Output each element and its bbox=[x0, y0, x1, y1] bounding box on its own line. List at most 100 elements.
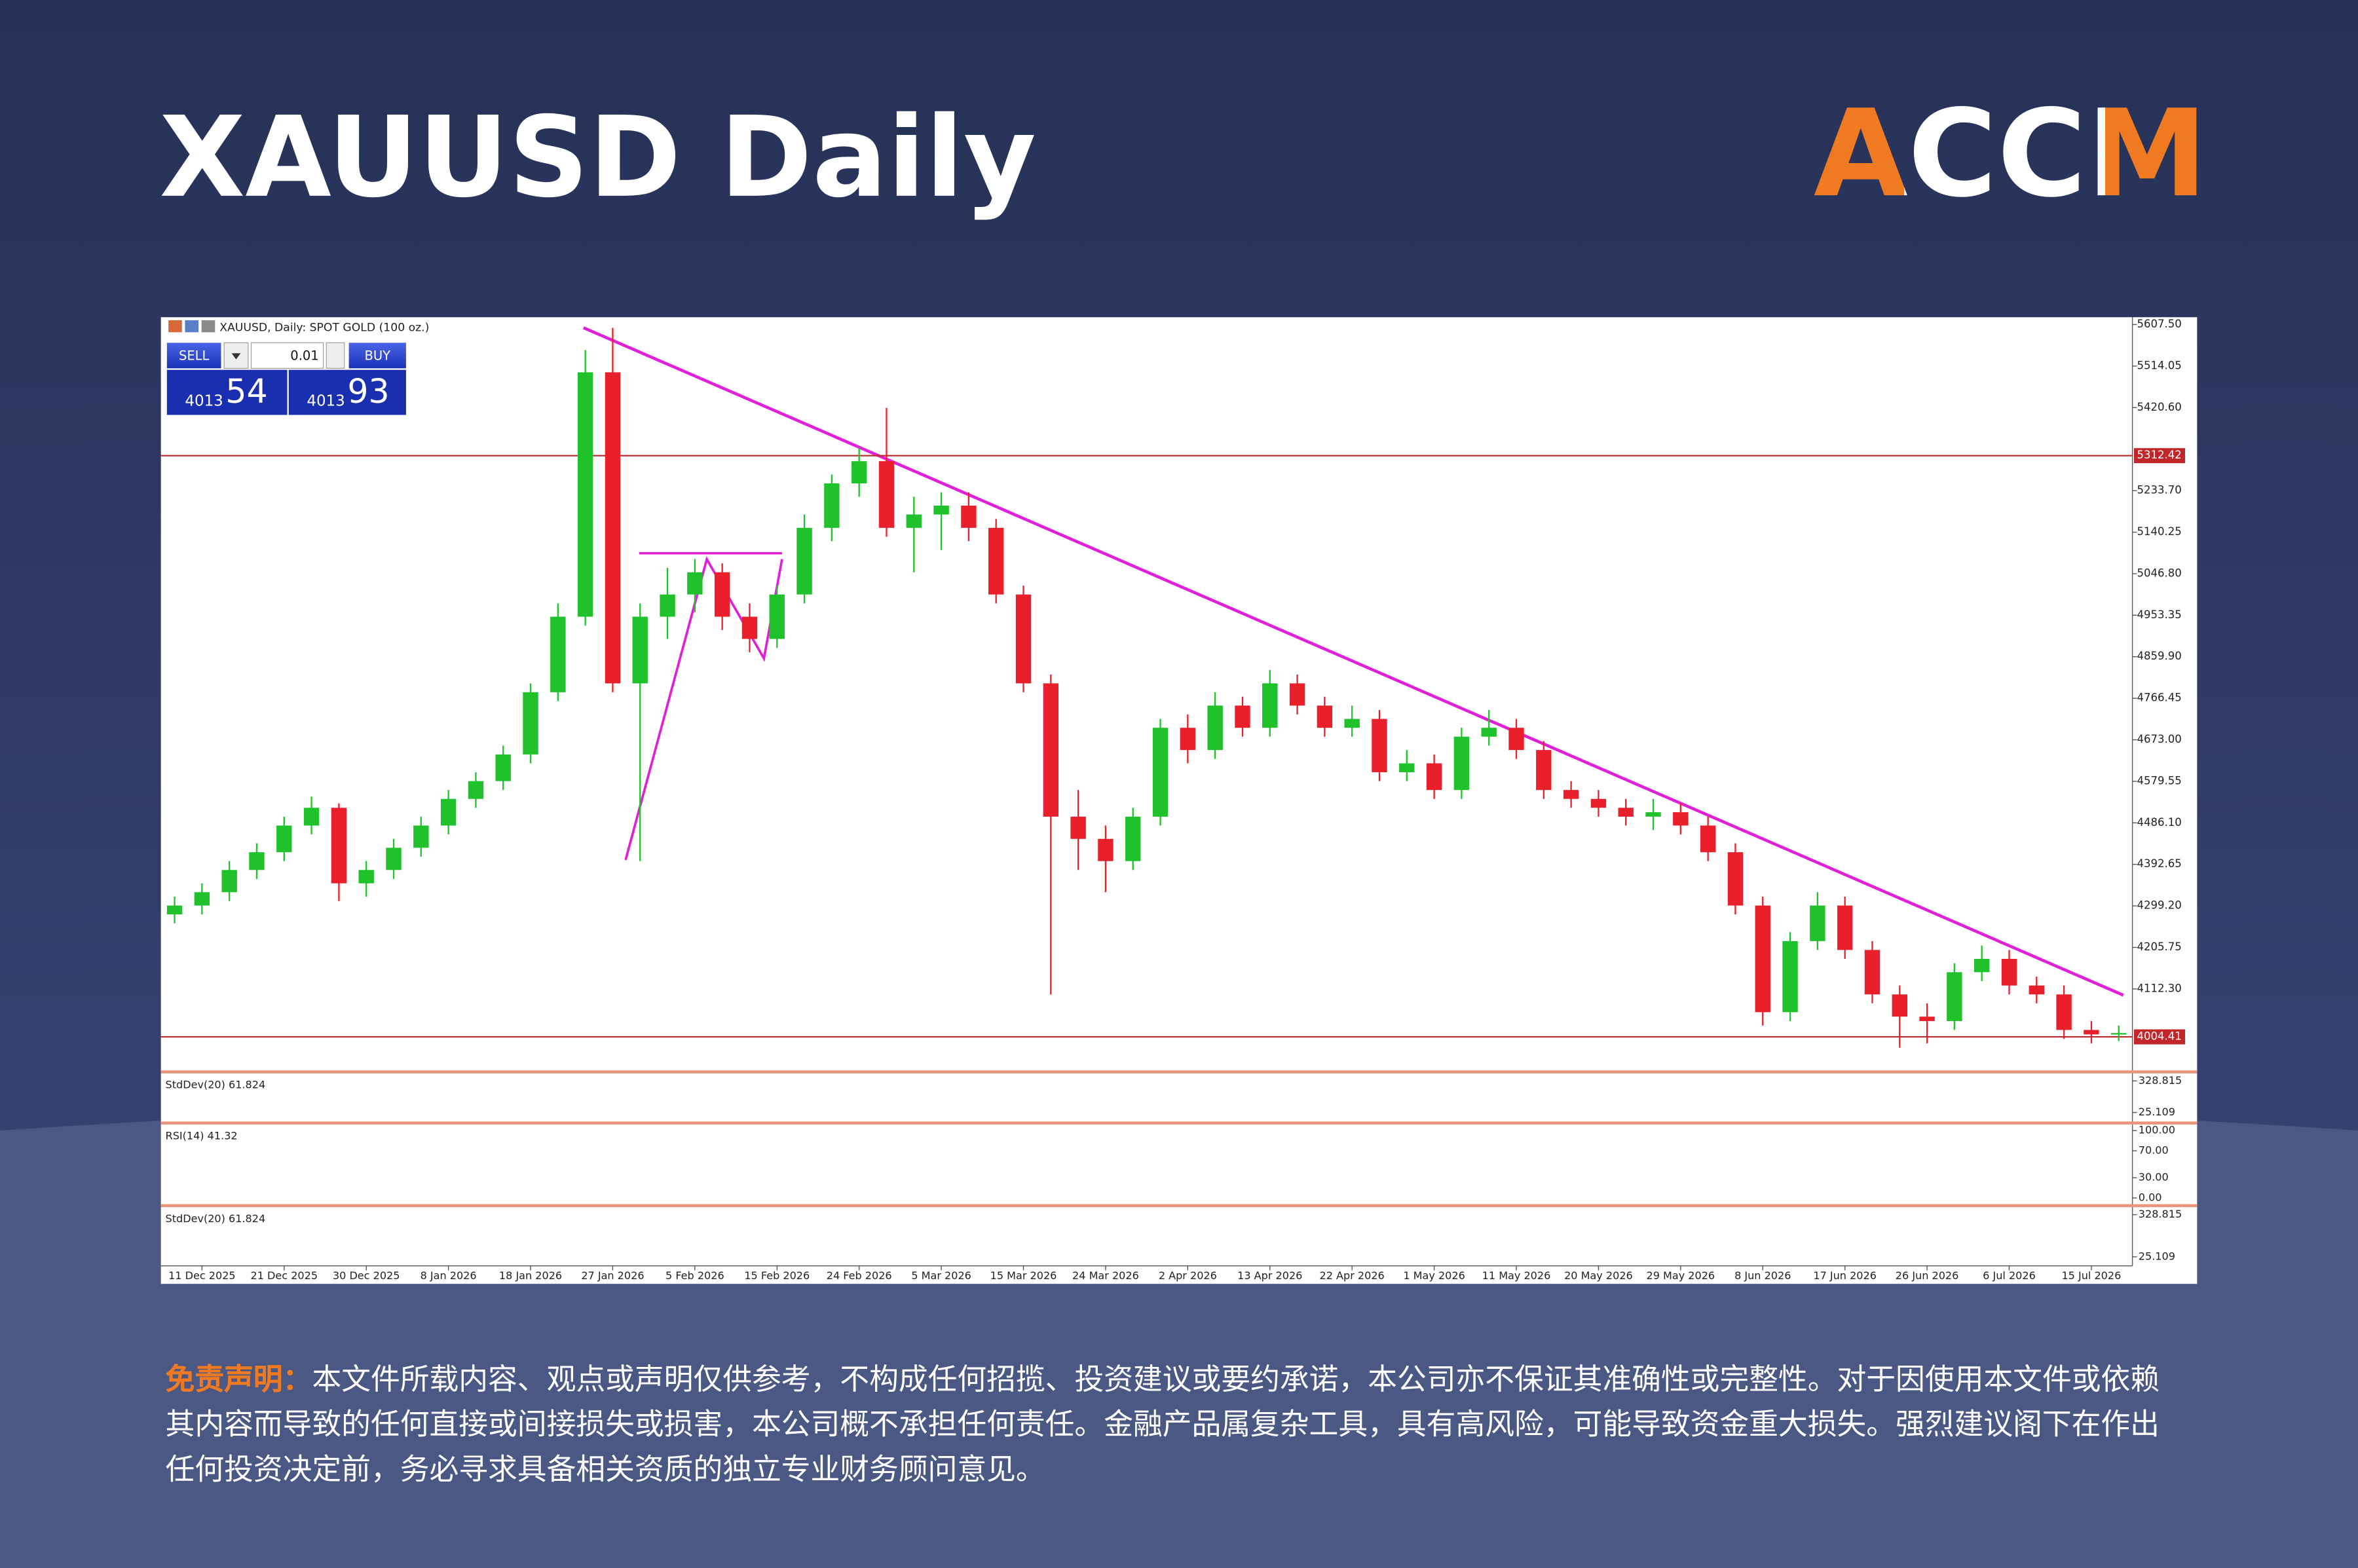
y-tick-label: 5046.80 bbox=[2137, 567, 2182, 579]
candle-body bbox=[550, 616, 566, 692]
candle-body bbox=[249, 852, 265, 870]
page-title: XAUUSD Daily bbox=[159, 93, 1036, 223]
lot-spin[interactable] bbox=[326, 342, 345, 369]
candle-body bbox=[1919, 1017, 1935, 1021]
price-label-bg bbox=[2133, 1029, 2185, 1045]
candle-body bbox=[741, 616, 758, 639]
candle-body bbox=[2001, 958, 2017, 986]
candle-body bbox=[988, 527, 1004, 595]
y-tick-label: 4392.65 bbox=[2137, 857, 2182, 870]
candle-body bbox=[1563, 790, 1579, 799]
y-tick-label: 5420.60 bbox=[2137, 401, 2182, 413]
x-tick-label: 20 May 2026 bbox=[1564, 1269, 1633, 1282]
x-tick-label: 18 Jan 2026 bbox=[499, 1269, 562, 1282]
chart-panel bbox=[160, 317, 2198, 1284]
y-tick-label: 4299.20 bbox=[2137, 899, 2182, 912]
candle-body bbox=[1508, 728, 1524, 751]
candle-body bbox=[2111, 1033, 2127, 1035]
toolbar-icon bbox=[168, 320, 182, 333]
candle-body bbox=[1782, 941, 1798, 1013]
indicator-tick-label: 70.00 bbox=[2139, 1144, 2169, 1157]
sell-button[interactable] bbox=[166, 343, 221, 369]
indicator-tick-label: 25.109 bbox=[2139, 1250, 2175, 1262]
ask-main: 4013 bbox=[307, 392, 345, 409]
y-tick-label: 5140.25 bbox=[2137, 525, 2182, 538]
y-tick-label: 5607.50 bbox=[2137, 318, 2182, 330]
indicator-tick-label: 328.815 bbox=[2139, 1074, 2182, 1087]
candle-body bbox=[1289, 683, 1305, 706]
indicator-tick-label: 0.00 bbox=[2139, 1191, 2162, 1204]
sell-label[interactable]: SELL bbox=[179, 348, 210, 363]
y-tick-label: 4766.45 bbox=[2137, 692, 2182, 704]
bid-pips: 54 bbox=[225, 372, 267, 411]
x-tick-label: 5 Feb 2026 bbox=[665, 1269, 724, 1282]
candle-body bbox=[824, 483, 840, 528]
candle-body bbox=[523, 692, 538, 755]
logo: ACCM bbox=[1814, 84, 2208, 224]
x-tick-label: 15 Mar 2026 bbox=[990, 1269, 1057, 1282]
x-tick-label: 1 May 2026 bbox=[1403, 1269, 1465, 1282]
candle-body bbox=[1673, 812, 1689, 826]
indicator-tick-label: 328.815 bbox=[2139, 1208, 2182, 1220]
candle-body bbox=[2029, 985, 2045, 995]
candle-body bbox=[632, 616, 648, 684]
candle-body bbox=[1015, 594, 1032, 684]
candle-body bbox=[769, 594, 785, 639]
y-tick-label: 4673.00 bbox=[2137, 733, 2182, 745]
buy-button[interactable] bbox=[348, 343, 406, 369]
indicator-tick-label: 30.00 bbox=[2139, 1171, 2169, 1184]
x-tick-label: 6 Jul 2026 bbox=[1983, 1269, 2036, 1282]
candle-body bbox=[1180, 728, 1196, 751]
candle-body bbox=[1426, 763, 1442, 791]
candle-body bbox=[1262, 683, 1278, 728]
ask-pips: 93 bbox=[347, 372, 389, 411]
lot-input[interactable] bbox=[250, 342, 324, 369]
candle-body bbox=[577, 372, 593, 617]
panel-separator bbox=[160, 1070, 2198, 1073]
disclaimer-label: 免责声明： bbox=[165, 1362, 312, 1397]
x-tick-label: 8 Jun 2026 bbox=[1734, 1269, 1791, 1282]
y-tick-label: 5514.05 bbox=[2137, 359, 2182, 371]
candle-body bbox=[1399, 763, 1415, 773]
candle-body bbox=[1536, 750, 1552, 791]
y-tick-label: 4953.35 bbox=[2137, 608, 2182, 621]
ask-box[interactable] bbox=[288, 369, 406, 415]
candle-body bbox=[961, 505, 977, 528]
candle-body bbox=[851, 461, 867, 484]
buy-label[interactable]: BUY bbox=[364, 348, 390, 363]
indicator-label: StdDev(20) 61.824 bbox=[166, 1079, 266, 1091]
indicator-tick-label: 100.00 bbox=[2139, 1124, 2175, 1136]
x-tick-label: 24 Feb 2026 bbox=[827, 1269, 892, 1282]
disclaimer-text: 本文件所载内容、观点或声明仅供参考，不构成任何招揽、投资建议或要约承诺，本公司亦… bbox=[165, 1362, 2160, 1487]
candle-body bbox=[1892, 994, 1907, 1017]
candle-body bbox=[166, 905, 183, 915]
candle-body bbox=[2056, 994, 2072, 1030]
candle-body bbox=[1098, 838, 1114, 861]
candle-body bbox=[605, 372, 621, 684]
candle-body bbox=[1590, 798, 1607, 808]
x-tick-label: 24 Mar 2026 bbox=[1072, 1269, 1139, 1282]
indicator-label: StdDev(20) 61.824 bbox=[166, 1212, 266, 1225]
candle-body bbox=[1974, 958, 1990, 973]
candle-body bbox=[1070, 816, 1086, 839]
candle-body bbox=[1317, 705, 1333, 728]
candle-body bbox=[906, 514, 922, 528]
x-tick-label: 17 Jun 2026 bbox=[1813, 1269, 1877, 1282]
candle-body bbox=[221, 870, 237, 893]
dropdown-arrow bbox=[231, 353, 241, 360]
x-tick-label: 26 Jun 2026 bbox=[1896, 1269, 1959, 1282]
x-tick-label: 2 Apr 2026 bbox=[1159, 1269, 1217, 1282]
x-tick-label: 5 Mar 2026 bbox=[911, 1269, 971, 1282]
candle-body bbox=[276, 825, 292, 853]
y-tick-label: 4112.30 bbox=[2137, 982, 2182, 994]
lot-value: 0.01 bbox=[290, 348, 318, 363]
candle-body bbox=[1837, 905, 1853, 950]
x-tick-label: 15 Feb 2026 bbox=[744, 1269, 810, 1282]
panel-separator bbox=[160, 1121, 2198, 1125]
candle-body bbox=[468, 781, 484, 799]
bid-box[interactable] bbox=[166, 369, 288, 415]
x-tick-label: 30 Dec 2025 bbox=[333, 1269, 400, 1282]
candle-body bbox=[933, 505, 949, 515]
